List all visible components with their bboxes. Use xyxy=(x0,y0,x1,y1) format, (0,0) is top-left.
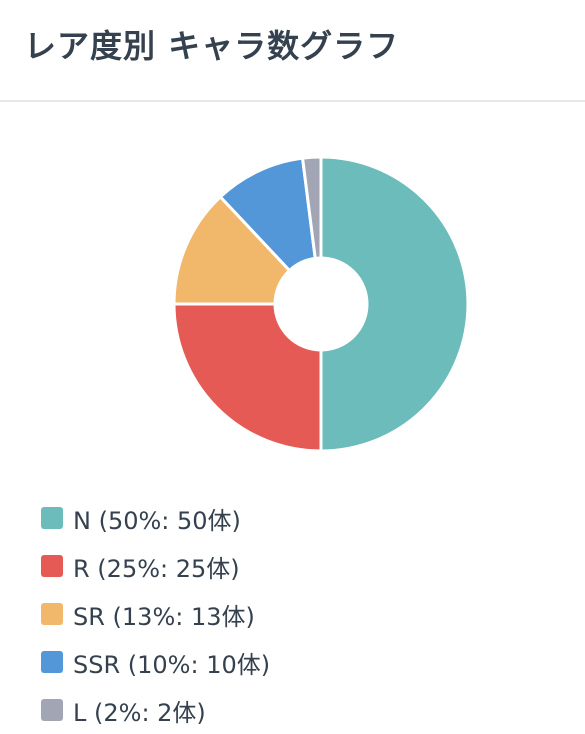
chart-area xyxy=(0,102,585,482)
pie-slice-r xyxy=(172,302,323,453)
donut-chart xyxy=(172,155,470,453)
legend-label: L (2%: 2体) xyxy=(73,698,206,727)
header: レア度別 キャラ数グラフ xyxy=(0,0,585,102)
legend-label: R (25%: 25体) xyxy=(73,554,240,583)
page-title: レア度別 キャラ数グラフ xyxy=(24,27,400,65)
legend-swatch xyxy=(41,699,63,721)
legend-label: N (50%: 50体) xyxy=(73,506,241,535)
legend-swatch xyxy=(41,651,63,673)
legend-item: R (25%: 25体) xyxy=(41,542,270,590)
legend-swatch xyxy=(41,555,63,577)
legend-item: SSR (10%: 10体) xyxy=(41,638,270,686)
chart-legend: N (50%: 50体) R (25%: 25体) SR (13%: 13体) … xyxy=(41,494,270,734)
pie-slice-sr xyxy=(172,195,292,306)
legend-swatch xyxy=(41,603,63,625)
legend-label: SR (13%: 13体) xyxy=(73,602,255,631)
pie-slice-l xyxy=(301,155,323,260)
pie-slice-n xyxy=(319,155,470,453)
legend-item: L (2%: 2体) xyxy=(41,686,270,734)
legend-item: N (50%: 50体) xyxy=(41,494,270,542)
legend-item: SR (13%: 13体) xyxy=(41,590,270,638)
legend-swatch xyxy=(41,507,63,529)
legend-label: SSR (10%: 10体) xyxy=(73,650,271,679)
